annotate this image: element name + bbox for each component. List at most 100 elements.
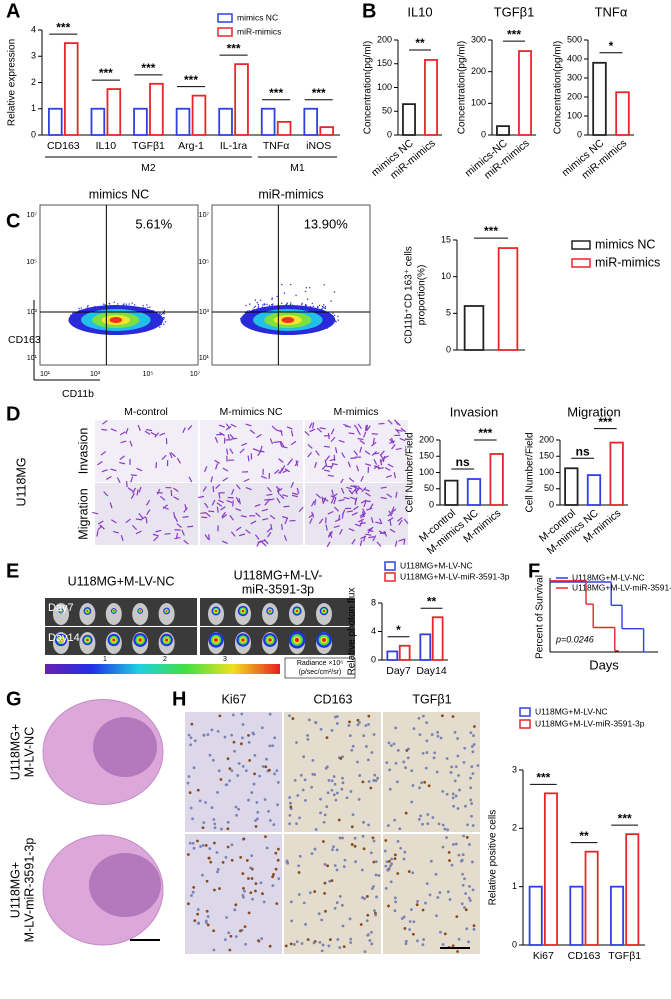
flow-event <box>249 303 251 305</box>
nucleus <box>223 938 227 942</box>
nucleus <box>424 766 428 770</box>
cell <box>215 484 221 490</box>
flow-event <box>117 303 119 305</box>
nucleus <box>411 871 415 875</box>
cell <box>170 490 173 497</box>
cell <box>140 516 147 521</box>
nucleus <box>229 934 233 938</box>
cell <box>156 488 161 495</box>
y-tick-label: 0 <box>371 654 376 664</box>
legend-label: mimics NC <box>237 12 278 22</box>
y-tick-label: 300 <box>471 34 486 44</box>
cell <box>169 452 173 459</box>
nucleus <box>233 749 236 753</box>
bar <box>610 885 625 946</box>
nucleus <box>288 822 292 826</box>
flow-title: miR-mimics <box>258 187 323 201</box>
column-header: M-mimics NC <box>220 406 283 418</box>
nucleus <box>333 906 337 910</box>
flow-event <box>324 307 327 310</box>
nucleus <box>385 860 389 864</box>
nucleus <box>416 939 419 943</box>
cell <box>208 534 210 541</box>
nucleus <box>190 722 194 726</box>
nucleus <box>402 760 406 764</box>
cell <box>276 488 283 493</box>
cell <box>116 477 121 484</box>
cell <box>214 436 219 443</box>
nucleus <box>209 860 213 864</box>
cell <box>254 534 260 540</box>
cell <box>218 424 225 428</box>
nucleus <box>471 772 475 776</box>
nucleus <box>198 799 202 803</box>
nucleus <box>241 723 245 726</box>
nucleus <box>221 860 225 864</box>
cell <box>387 463 394 468</box>
nucleus <box>253 754 257 757</box>
cell <box>136 489 139 496</box>
nucleus <box>461 872 464 876</box>
flow-event <box>87 304 89 307</box>
cell <box>330 436 336 442</box>
nucleus <box>476 764 480 767</box>
cell <box>222 477 229 482</box>
y-tick-label: 8 <box>371 597 376 607</box>
nucleus <box>394 761 398 765</box>
cell <box>210 476 214 483</box>
nucleus <box>466 823 469 827</box>
bar <box>149 82 164 136</box>
cell <box>120 440 127 444</box>
nucleus <box>469 786 473 790</box>
nucleus <box>462 760 466 764</box>
nucleus <box>350 748 354 752</box>
nucleus <box>271 875 275 879</box>
flow-event <box>324 306 327 308</box>
nucleus <box>204 843 208 847</box>
nucleus <box>383 849 387 853</box>
cell <box>359 512 366 517</box>
cell <box>263 538 269 545</box>
cell <box>269 438 274 445</box>
flow-x-tick: 10⁵ <box>143 371 154 378</box>
x-tick-label: TGFβ1 <box>132 140 165 152</box>
nucleus <box>348 734 352 738</box>
nucleus <box>353 844 357 848</box>
nucleus <box>205 921 208 925</box>
flow-event <box>283 292 286 294</box>
cell <box>187 424 193 431</box>
cell <box>273 441 280 443</box>
nucleus <box>241 736 244 740</box>
nucleus <box>289 801 292 805</box>
flow-event <box>113 301 115 303</box>
nucleus <box>437 822 441 826</box>
row-label: Invasion <box>76 428 90 475</box>
cell <box>325 524 328 531</box>
cell <box>181 529 185 536</box>
cell <box>395 491 398 498</box>
cell <box>241 442 248 447</box>
signal <box>214 609 218 613</box>
nucleus <box>389 880 393 884</box>
y-tick-label: 200 <box>419 434 434 444</box>
nucleus <box>408 928 412 931</box>
nucleus <box>298 816 301 820</box>
cell <box>92 511 99 515</box>
cell <box>239 448 245 454</box>
flow-event <box>337 319 340 321</box>
bar <box>260 107 276 136</box>
bar <box>106 88 122 136</box>
nucleus <box>201 843 205 847</box>
nucleus <box>471 860 474 864</box>
nucleus <box>370 751 374 754</box>
nucleus <box>276 803 279 807</box>
nucleus <box>187 733 191 737</box>
cell <box>338 498 345 502</box>
nucleus <box>372 733 376 736</box>
cell <box>349 496 357 500</box>
nucleus <box>367 780 371 783</box>
marker-header: Ki67 <box>221 692 246 706</box>
cell <box>333 506 339 512</box>
x-axis-label: Days <box>589 657 619 672</box>
cell <box>368 536 375 539</box>
